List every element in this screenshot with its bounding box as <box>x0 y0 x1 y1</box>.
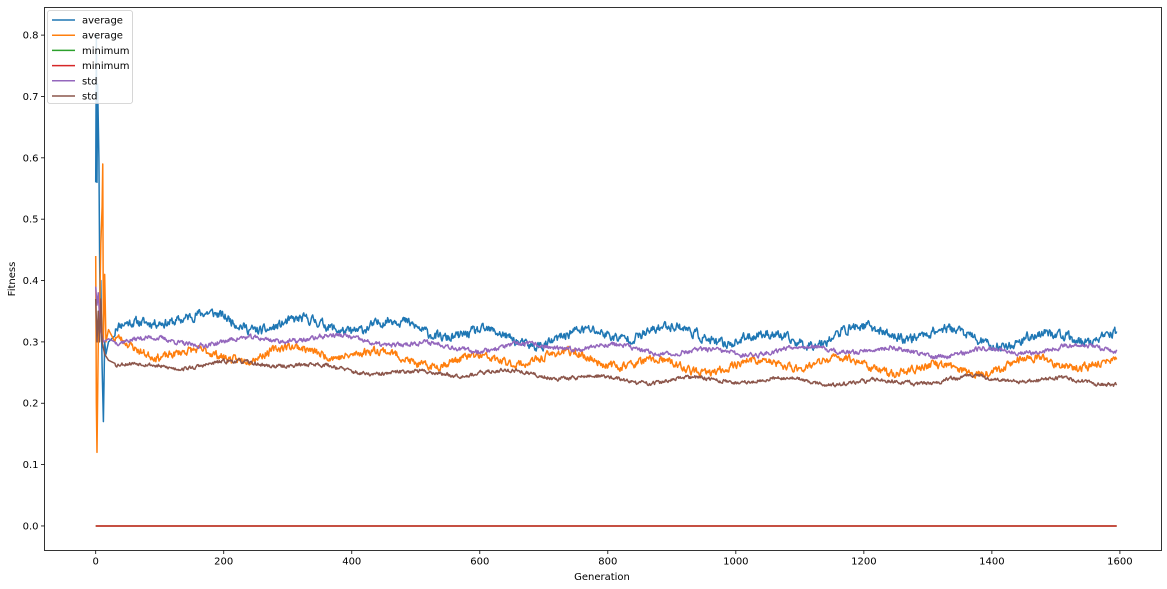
y-tick-label: 0.8 <box>23 31 39 42</box>
y-tick-label: 0.5 <box>23 215 39 226</box>
legend: average average minimum minimum std std <box>48 11 133 104</box>
y-tick-label: 0.3 <box>23 337 39 348</box>
y-tick-label: 0.2 <box>23 399 39 410</box>
y-axis-label: Fitness <box>7 262 18 297</box>
y-tick-label: 0.0 <box>23 521 39 532</box>
y-tick-label: 0.6 <box>23 153 39 164</box>
x-tick-label: 1200 <box>851 557 876 568</box>
x-tick-label: 1000 <box>723 557 748 568</box>
legend-label: minimum <box>82 46 129 57</box>
legend-label: std <box>82 92 97 103</box>
y-tick-label: 0.4 <box>23 276 39 287</box>
x-axis-label: Generation <box>574 572 630 583</box>
y-tick-label: 0.1 <box>23 460 39 471</box>
legend-label: minimum <box>82 61 129 72</box>
x-tick-label: 800 <box>598 557 617 568</box>
legend-label: average <box>82 31 123 42</box>
x-tick-label: 200 <box>214 557 233 568</box>
x-tick-label: 400 <box>342 557 361 568</box>
x-tick-label: 1600 <box>1107 557 1132 568</box>
legend-label: std <box>82 76 97 87</box>
y-tick-label: 0.7 <box>23 92 39 103</box>
x-tick-label: 0 <box>93 557 99 568</box>
x-tick-label: 1400 <box>979 557 1004 568</box>
x-tick-label: 600 <box>470 557 489 568</box>
legend-label: average <box>82 16 123 27</box>
